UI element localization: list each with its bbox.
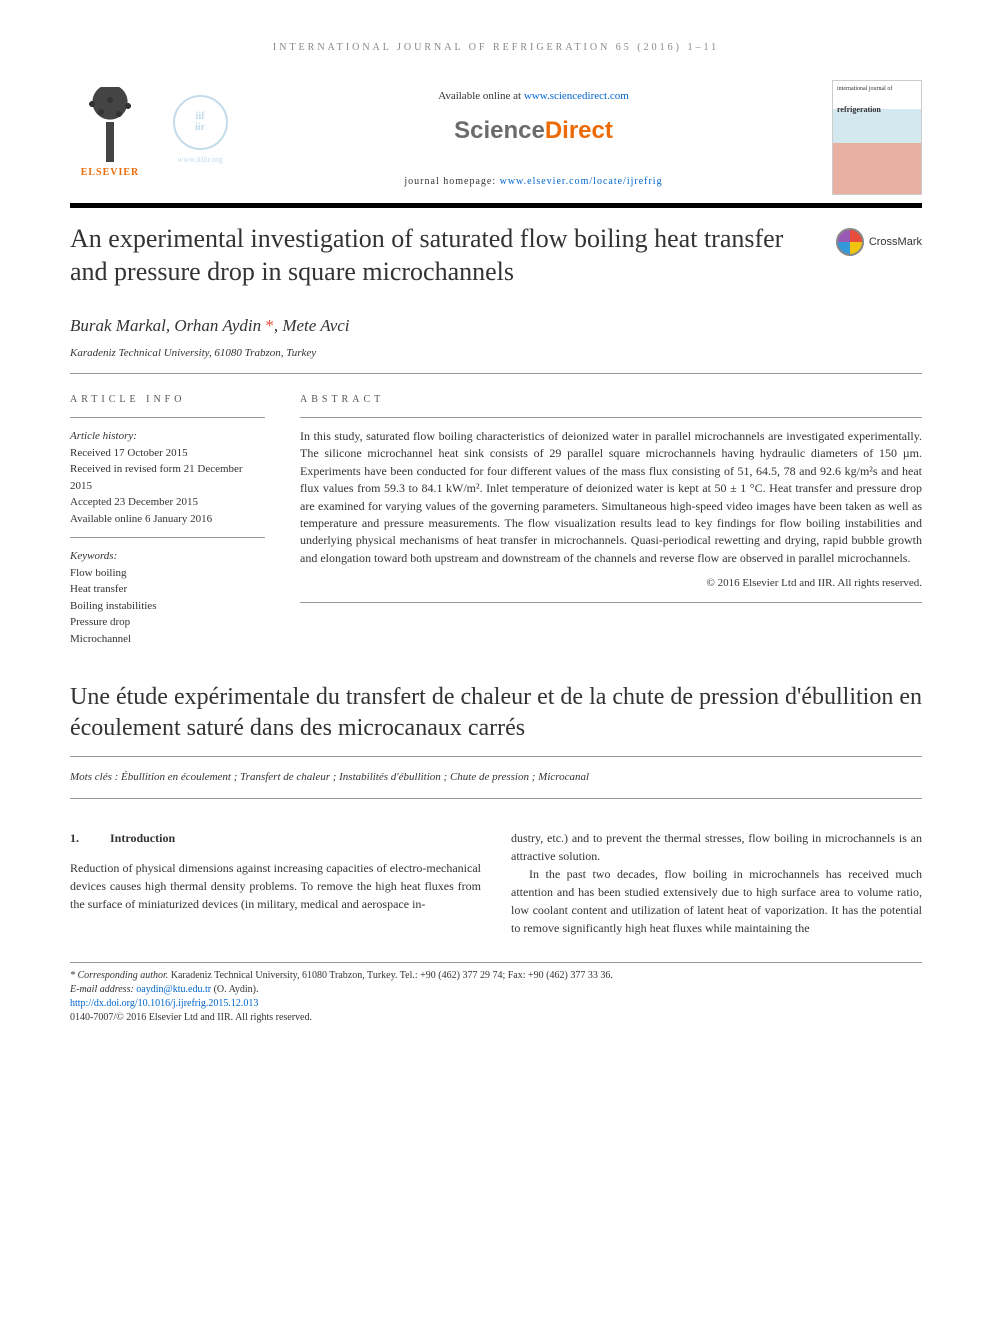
- section-number: 1.: [70, 829, 110, 847]
- iifiir-logo: iif iir www.iifiir.org: [165, 80, 235, 180]
- sd-science: Science: [454, 117, 545, 144]
- crossmark-badge[interactable]: CrossMark: [836, 228, 922, 256]
- history-item: Accepted 23 December 2015: [70, 494, 265, 511]
- issn-copyright-line: 0140-7007/© 2016 Elsevier Ltd and IIR. A…: [70, 1011, 922, 1025]
- abstract-copyright: © 2016 Elsevier Ltd and IIR. All rights …: [300, 575, 922, 592]
- crossmark-label: CrossMark: [869, 234, 922, 251]
- history-item: Received 17 October 2015: [70, 445, 265, 462]
- history-item: Received in revised form 21 December 201…: [70, 461, 265, 494]
- doi-link[interactable]: http://dx.doi.org/10.1016/j.ijrefrig.201…: [70, 998, 258, 1009]
- corresponding-author-line: * Corresponding author. Karadeniz Techni…: [70, 969, 922, 983]
- rule-under-authors: [70, 373, 922, 374]
- body-column-left: 1.Introduction Reduction of physical dim…: [70, 829, 481, 937]
- iifiir-url: www.iifiir.org: [177, 154, 222, 166]
- elsevier-logo: ELSEVIER: [70, 80, 150, 180]
- corr-label: * Corresponding author.: [70, 970, 171, 981]
- email-line: E-mail address: oaydin@ktu.edu.tr (O. Ay…: [70, 983, 922, 997]
- body-paragraph: In the past two decades, flow boiling in…: [511, 865, 922, 937]
- available-prefix: Available online at: [438, 90, 524, 102]
- body-paragraph: dustry, etc.) and to prevent the thermal…: [511, 829, 922, 865]
- sciencedirect-link[interactable]: www.sciencedirect.com: [524, 90, 629, 102]
- mots-cles-label: Mots clés :: [70, 771, 121, 783]
- info-rule-2: [70, 537, 265, 538]
- article-info-column: ARTICLE INFO Article history: Received 1…: [70, 392, 265, 647]
- rule-french-1: [70, 756, 922, 757]
- elsevier-tree-icon: [75, 87, 145, 162]
- corresponding-author-star[interactable]: *: [265, 316, 274, 335]
- email-name: (O. Aydin).: [211, 984, 258, 995]
- crossmark-icon: [836, 228, 864, 256]
- history-item: Available online 6 January 2016: [70, 511, 265, 528]
- info-rule-1: [70, 417, 265, 418]
- article-title: An experimental investigation of saturat…: [70, 223, 816, 288]
- mots-cles-text: Ébullition en écoulement ; Transfert de …: [121, 771, 589, 783]
- iifiir-line2: iir: [195, 122, 205, 133]
- title-row: An experimental investigation of saturat…: [70, 223, 922, 288]
- author-email-link[interactable]: oaydin@ktu.edu.tr: [136, 984, 211, 995]
- keyword-item: Heat transfer: [70, 581, 265, 598]
- keyword-item: Boiling instabilities: [70, 598, 265, 615]
- authors-line: Burak Markal, Orhan Aydin *, Mete Avci: [70, 313, 922, 339]
- email-label: E-mail address:: [70, 984, 136, 995]
- author-2: Orhan Aydin: [174, 316, 261, 335]
- abstract-column: ABSTRACT In this study, saturated flow b…: [300, 392, 922, 647]
- sd-direct: Direct: [545, 117, 613, 144]
- footer-block: * Corresponding author. Karadeniz Techni…: [70, 962, 922, 1025]
- corr-text: Karadeniz Technical University, 61080 Tr…: [171, 970, 613, 981]
- abstract-heading: ABSTRACT: [300, 392, 922, 407]
- keyword-item: Microchannel: [70, 631, 265, 648]
- keyword-item: Pressure drop: [70, 614, 265, 631]
- journal-homepage-link[interactable]: www.elsevier.com/locate/ijrefrig: [500, 176, 663, 187]
- journal-cover-thumbnail: international journal of refrigeration: [832, 80, 922, 195]
- cover-smalltext: international journal of: [837, 85, 917, 94]
- journal-homepage-line: journal homepage: www.elsevier.com/locat…: [250, 174, 817, 189]
- body-paragraph: Reduction of physical dimensions against…: [70, 859, 481, 913]
- homepage-prefix: journal homepage:: [404, 176, 499, 187]
- running-head: INTERNATIONAL JOURNAL OF REFRIGERATION 6…: [70, 40, 922, 55]
- available-online-line: Available online at www.sciencedirect.co…: [250, 88, 817, 105]
- elsevier-brand-text: ELSEVIER: [81, 165, 140, 180]
- journal-header: ELSEVIER iif iir www.iifiir.org Availabl…: [70, 80, 922, 195]
- iifiir-line1: iif: [196, 111, 205, 122]
- mots-cles-line: Mots clés : Ébullition en écoulement ; T…: [70, 769, 922, 786]
- article-info-heading: ARTICLE INFO: [70, 392, 265, 407]
- affiliation: Karadeniz Technical University, 61080 Tr…: [70, 345, 922, 362]
- french-title: Une étude expérimentale du transfert de …: [70, 682, 922, 744]
- author-3: Mete Avci: [282, 316, 349, 335]
- header-divider-bar: [70, 203, 922, 208]
- header-center: Available online at www.sciencedirect.co…: [250, 80, 817, 189]
- keyword-item: Flow boiling: [70, 565, 265, 582]
- author-1: Burak Markal: [70, 316, 166, 335]
- sciencedirect-logo: ScienceDirect: [250, 113, 817, 149]
- abstract-rule-top: [300, 417, 922, 418]
- body-columns: 1.Introduction Reduction of physical dim…: [70, 829, 922, 937]
- section-title: Introduction: [110, 831, 175, 845]
- info-abstract-block: ARTICLE INFO Article history: Received 1…: [70, 392, 922, 647]
- iifiir-circle-icon: iif iir: [173, 95, 228, 150]
- history-label: Article history:: [70, 428, 265, 445]
- abstract-rule-bottom: [300, 602, 922, 603]
- body-column-right: dustry, etc.) and to prevent the thermal…: [511, 829, 922, 937]
- section-heading: 1.Introduction: [70, 829, 481, 847]
- keywords-label: Keywords:: [70, 548, 265, 565]
- cover-title: refrigeration: [837, 104, 917, 116]
- abstract-text: In this study, saturated flow boiling ch…: [300, 428, 922, 567]
- rule-french-2: [70, 798, 922, 799]
